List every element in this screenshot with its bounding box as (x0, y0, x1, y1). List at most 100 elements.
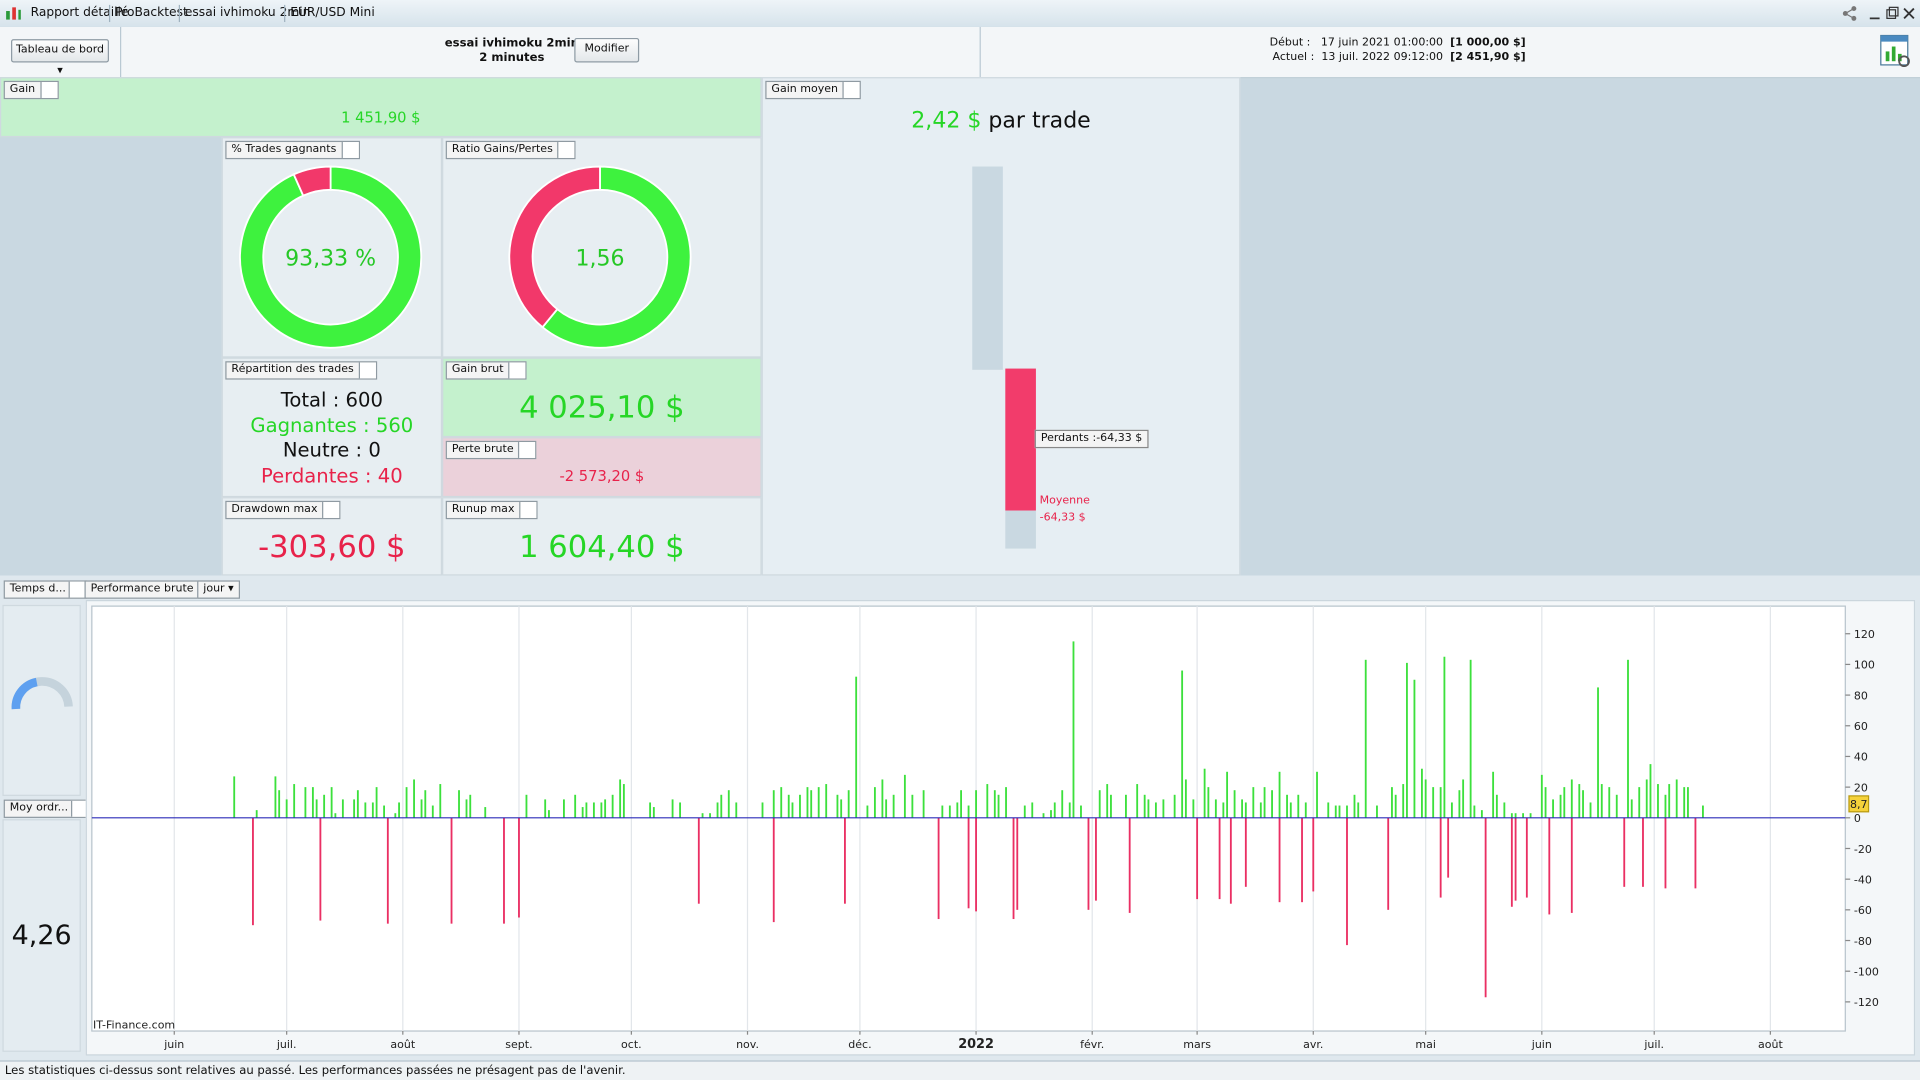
drawdown-panel: Drawdown max -303,60 $ (221, 497, 443, 576)
bar (600, 802, 603, 818)
watermark: IT-Finance.com (93, 1019, 175, 1032)
y-tick-label: -100 (1854, 965, 1879, 978)
bar (274, 776, 277, 818)
y-tick-label: -80 (1854, 935, 1872, 948)
settings-icon[interactable] (557, 142, 575, 158)
settings-icon[interactable] (341, 142, 359, 158)
bar (1525, 817, 1528, 898)
bar (341, 799, 344, 818)
panel-tag[interactable]: Gain brut (445, 361, 527, 380)
settings-icon[interactable] (508, 362, 526, 379)
bar (1072, 641, 1075, 818)
bar (671, 799, 674, 818)
bar (1023, 805, 1026, 818)
bar (1252, 787, 1255, 818)
bar (993, 790, 996, 818)
bar (727, 790, 730, 818)
bar (364, 802, 367, 818)
x-tick-label: juin (163, 1038, 184, 1051)
status-bar: Les statistiques ci-dessus sont relative… (0, 1060, 1920, 1080)
panel-tag[interactable]: Moy ordr... (3, 799, 90, 818)
settings-icon[interactable] (68, 581, 86, 598)
panel-tag[interactable]: Performance brute (84, 580, 217, 599)
bar (1443, 656, 1446, 818)
panel-tag[interactable]: Gain (3, 80, 59, 100)
panel-tag[interactable]: Répartition des trades (225, 361, 378, 380)
bar (1271, 790, 1273, 818)
bar (649, 802, 652, 818)
bar (1327, 802, 1330, 818)
bar (1050, 810, 1052, 818)
modify-button[interactable]: Modifier (574, 37, 640, 63)
bar (1192, 799, 1195, 818)
y-tick-label: -120 (1854, 996, 1879, 1009)
bar (1694, 817, 1697, 889)
bar (1582, 790, 1584, 818)
bar (1548, 817, 1551, 915)
settings-icon[interactable] (518, 442, 536, 458)
bar (304, 787, 307, 818)
gross-loss-value: -2 573,20 $ (559, 467, 645, 485)
y-tick-label: 80 (1854, 689, 1868, 702)
settings-icon[interactable] (70, 800, 88, 817)
tag-label: Runup max (451, 503, 515, 516)
bar (1495, 794, 1498, 818)
bar (1563, 787, 1566, 818)
bar (581, 807, 584, 818)
row-label: Gagnantes : (250, 413, 376, 437)
settings-icon[interactable] (519, 502, 537, 518)
panel-tag[interactable]: Temps d... (3, 580, 87, 599)
bar (1087, 817, 1090, 910)
panel-tag[interactable]: Perte brute (445, 440, 537, 460)
bar (1353, 794, 1356, 818)
period-dropdown[interactable]: jour ▾ (197, 580, 240, 599)
panel-tag[interactable]: Gain moyen (765, 80, 862, 100)
bar (450, 817, 453, 924)
tab[interactable]: essai ivhimoku 2min (184, 6, 311, 20)
bar (1312, 817, 1315, 892)
donut-label: 1,56 (575, 247, 624, 272)
settings-icon[interactable] (322, 502, 340, 518)
panel-tag[interactable]: Drawdown max (225, 500, 341, 520)
tab[interactable]: ProBacktest (115, 6, 188, 20)
tab[interactable]: Rapport détaillé (30, 6, 129, 20)
bar (1162, 799, 1165, 818)
bar (881, 779, 884, 818)
row: Neutre : 0 (223, 438, 441, 463)
settings-icon[interactable] (358, 362, 376, 379)
bar (956, 802, 959, 818)
bar (1510, 813, 1513, 818)
tag-label: Ratio Gains/Pertes (451, 143, 553, 156)
x-tick-label: juil. (1643, 1038, 1664, 1051)
bar (1630, 799, 1633, 818)
gross-loss-panel: Perte brute -2 573,20 $ (442, 437, 762, 498)
bar (1229, 817, 1232, 904)
bar (975, 790, 977, 818)
bar (1638, 787, 1641, 818)
settings-icon[interactable] (842, 82, 861, 98)
report-icon[interactable] (1880, 34, 1912, 68)
dashboard-dropdown[interactable]: Tableau de bord ▾ (11, 39, 109, 77)
bar (810, 790, 813, 818)
bar (1503, 802, 1506, 818)
bar (1154, 802, 1157, 818)
avg-gain-value: 2,42 $ (911, 107, 982, 134)
bar (873, 787, 876, 818)
window-controls[interactable] (1840, 4, 1916, 24)
bar (311, 787, 314, 818)
tab[interactable]: EUR/USD Mini (290, 6, 375, 20)
bar (806, 787, 809, 818)
panel-tag[interactable]: Runup max (445, 500, 538, 520)
separator (284, 4, 286, 23)
bar (772, 790, 775, 818)
bar (1552, 799, 1554, 818)
bar (548, 810, 550, 818)
bar (1627, 659, 1629, 818)
bar (840, 799, 843, 818)
panel-tag[interactable]: % Trades gagnants (225, 140, 360, 160)
bar (1241, 799, 1244, 818)
panel-tag[interactable]: Ratio Gains/Pertes (445, 140, 577, 160)
bar (323, 794, 326, 818)
bar (937, 817, 940, 920)
settings-icon[interactable] (40, 82, 58, 98)
